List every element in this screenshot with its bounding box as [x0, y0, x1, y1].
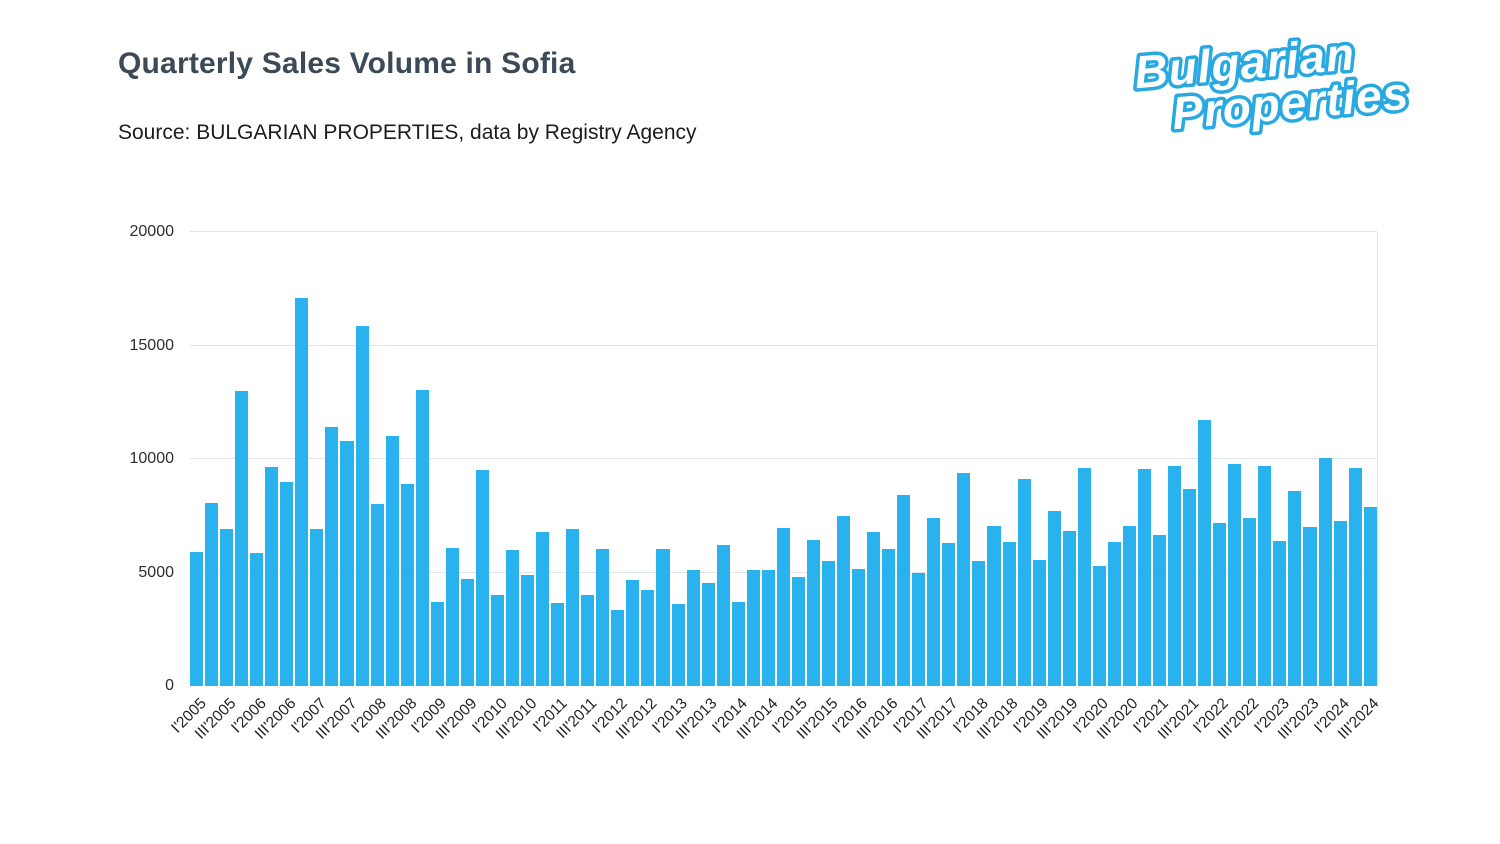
bar-III'2023 — [1303, 527, 1317, 686]
bar-II'2005 — [205, 503, 219, 686]
bar-I'2023 — [1273, 540, 1287, 686]
gridline-20000 — [190, 231, 1377, 232]
bar-II'2007 — [325, 427, 339, 686]
bar-II'2010 — [505, 549, 520, 686]
bar-III'2015 — [821, 561, 836, 686]
y-tick-label-10000: 10000 — [129, 450, 175, 467]
bar-II'2016 — [867, 531, 881, 686]
bar-I'2013 — [671, 604, 685, 686]
bar-IV'2019 — [1077, 468, 1091, 686]
y-axis: 0 5000 10000 15000 20000 — [60, 223, 182, 694]
bar-II'2021 — [1168, 465, 1182, 686]
bar-IV'2017 — [957, 472, 971, 686]
bar-I'2009 — [430, 602, 444, 686]
plot-area — [190, 231, 1378, 686]
bar-III'2011 — [581, 595, 595, 686]
bar-IV'2007 — [355, 326, 369, 686]
bar-II'2020 — [1107, 541, 1121, 686]
bar-I'2014 — [731, 602, 745, 686]
bar-II'2018 — [987, 525, 1001, 686]
bar-I'2016 — [852, 569, 866, 686]
bar-I'2015 — [791, 577, 805, 686]
bar-II'2015 — [806, 539, 820, 686]
bar-I'2006 — [250, 553, 264, 686]
bar-II'2014 — [746, 570, 760, 686]
bar-IV'2022 — [1258, 465, 1272, 686]
bar-I'2005 — [190, 552, 204, 686]
bar-I'2021 — [1153, 535, 1167, 686]
bar-I'2024 — [1333, 521, 1347, 686]
bar-III'2010 — [521, 574, 535, 686]
bar-IV'2023 — [1318, 457, 1332, 686]
bar-I'2010 — [490, 595, 504, 686]
bar-II'2017 — [927, 518, 941, 686]
gridline-10000 — [190, 458, 1377, 459]
y-tick-label-5000: 5000 — [138, 563, 174, 581]
bar-III'2008 — [400, 483, 414, 686]
bar-IV'2010 — [536, 531, 550, 686]
bar-III'2019 — [1062, 530, 1076, 686]
bar-II'2019 — [1047, 511, 1061, 686]
bar-IV'2013 — [716, 545, 730, 686]
bar-III'2014 — [761, 570, 775, 686]
bar-IV'2008 — [415, 389, 429, 686]
bar-IV'2020 — [1137, 469, 1151, 686]
bar-III'2007 — [340, 440, 354, 686]
bar-II'2022 — [1228, 463, 1242, 686]
bar-III'2022 — [1243, 518, 1257, 686]
bar-I'2019 — [1032, 560, 1046, 686]
bar-series — [190, 232, 1377, 686]
bar-II'2011 — [566, 529, 580, 686]
bar-II'2008 — [385, 436, 399, 686]
bar-I'2020 — [1092, 565, 1106, 686]
bulgarian-properties-logo: Bulgarian Properties — [1129, 24, 1415, 143]
bar-III'2005 — [220, 529, 234, 686]
bar-I'2008 — [370, 504, 384, 686]
bar-III'2018 — [1002, 541, 1016, 686]
x-axis: I'2005 III'2005 I'2006 III'2006 I'2007 III'20… — [167, 695, 1383, 743]
bar-IV'2009 — [475, 470, 489, 686]
bar-III'2016 — [882, 548, 896, 686]
bar-III'2017 — [942, 543, 956, 686]
bar-III'2024 — [1363, 506, 1377, 686]
bar-IV'2014 — [776, 528, 790, 686]
bar-II'2012 — [626, 580, 640, 686]
bar-II'2023 — [1288, 490, 1302, 686]
source-caption: Source: BULGARIAN PROPERTIES, data by Re… — [118, 121, 697, 144]
bar-I'2011 — [551, 603, 565, 686]
page-title: Quarterly Sales Volume in Sofia — [118, 47, 576, 80]
bar-III'2006 — [280, 481, 294, 686]
bar-III'2013 — [701, 582, 715, 686]
bar-I'2018 — [972, 561, 986, 686]
bar-II'2013 — [686, 570, 700, 686]
bar-IV'2021 — [1198, 420, 1212, 686]
bar-I'2007 — [310, 529, 324, 686]
bar-III'2021 — [1183, 488, 1197, 686]
y-tick-label-20000: 20000 — [129, 223, 175, 240]
bar-I'2017 — [912, 572, 926, 686]
gridline-15000 — [190, 344, 1377, 346]
y-tick-label-0: 0 — [165, 677, 174, 694]
bar-II'2009 — [445, 547, 459, 686]
bar-IV'2018 — [1017, 479, 1031, 686]
bar-III'2012 — [641, 589, 655, 686]
bar-III'2009 — [460, 579, 474, 686]
bar-IV'2015 — [837, 515, 851, 686]
bar-IV'2006 — [295, 297, 309, 686]
bar-IV'2011 — [596, 548, 610, 686]
bar-III'2020 — [1122, 525, 1136, 686]
bar-II'2006 — [265, 466, 279, 686]
bar-I'2012 — [611, 609, 625, 686]
y-tick-label-15000: 15000 — [129, 336, 175, 354]
bar-II'2024 — [1348, 468, 1362, 686]
bar-IV'2012 — [656, 548, 670, 686]
bar-IV'2016 — [897, 495, 911, 686]
bar-IV'2005 — [235, 390, 249, 686]
bar-I'2022 — [1213, 522, 1227, 686]
